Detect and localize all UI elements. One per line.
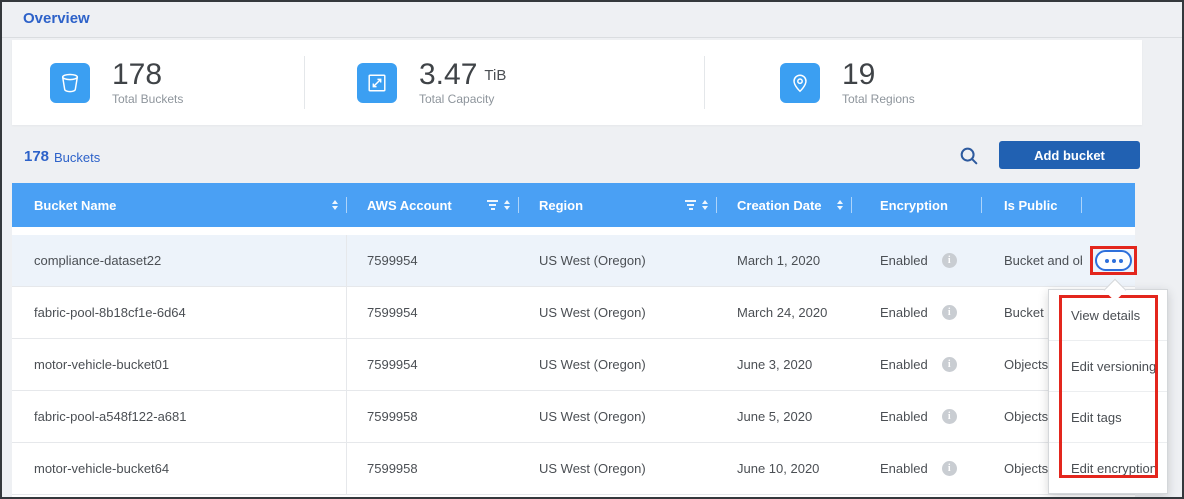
column-header-actions (1082, 183, 1135, 227)
total-capacity-card: 3.47 TiB Total Capacity (305, 40, 705, 125)
cell-aws-account: 7599958 (367, 409, 418, 424)
cell-bucket-name: motor-vehicle-bucket64 (12, 443, 347, 494)
cell-aws-account: 7599954 (367, 305, 418, 320)
search-icon[interactable] (956, 144, 982, 170)
table-header-row: Bucket Name AWS Account Region Creation … (12, 183, 1135, 227)
cell-encryption: Enabled (880, 305, 928, 320)
cell-creation-date: June 5, 2020 (737, 409, 813, 424)
bucket-icon (50, 62, 90, 103)
cell-is-public: Bucket and objects (1004, 253, 1082, 268)
top-strip: Overview (2, 2, 1182, 38)
table-row[interactable]: motor-vehicle-bucket64 7599958 US West (… (12, 443, 1135, 495)
total-capacity-value: 3.47 (419, 57, 478, 91)
sort-icon[interactable] (837, 200, 843, 210)
cell-is-public: Objects (1004, 357, 1049, 372)
table-row[interactable]: motor-vehicle-bucket01 7599954 US West (… (12, 339, 1135, 391)
cell-encryption: Enabled (880, 253, 928, 268)
cell-bucket-name: fabric-pool-a548f122-a681 (12, 391, 347, 442)
cell-is-public: Objects (1004, 461, 1049, 476)
cell-region: US West (Oregon) (539, 409, 646, 424)
cell-creation-date: June 3, 2020 (737, 357, 813, 372)
cell-creation-date: June 10, 2020 (737, 461, 820, 476)
cell-encryption: Enabled (880, 357, 928, 372)
cell-region: US West (Oregon) (539, 461, 646, 476)
cell-region: US West (Oregon) (539, 253, 646, 268)
column-header-is-public[interactable]: Is Public (982, 183, 1082, 227)
total-regions-value: 19 (842, 57, 876, 91)
cell-actions (1082, 235, 1137, 286)
info-icon[interactable]: i (941, 253, 957, 268)
sort-icon[interactable] (702, 200, 708, 210)
table-row[interactable]: fabric-pool-a548f122-a681 7599958 US Wes… (12, 391, 1135, 443)
filter-icon[interactable] (487, 200, 498, 210)
location-pin-icon (780, 62, 820, 103)
bucket-count: 178 (24, 148, 50, 165)
table-body: compliance-dataset22 7599954 US West (Or… (12, 235, 1137, 497)
total-regions-card: 19 Total Regions (705, 40, 1142, 125)
total-buckets-card: 178 Total Buckets (12, 40, 305, 125)
buckets-toolbar: 178 Buckets Add bucket (2, 140, 1182, 172)
cell-creation-date: March 24, 2020 (737, 305, 828, 320)
cell-bucket-name: compliance-dataset22 (12, 235, 347, 286)
cell-bucket-name: motor-vehicle-bucket01 (12, 339, 347, 390)
filter-icon[interactable] (685, 200, 696, 210)
column-header-region[interactable]: Region (519, 183, 717, 227)
cell-bucket-name: fabric-pool-8b18cf1e-6d64 (12, 287, 347, 338)
column-header-aws-account[interactable]: AWS Account (347, 183, 519, 227)
page-title: Overview (23, 10, 90, 27)
buckets-table: Bucket Name AWS Account Region Creation … (12, 183, 1137, 497)
table-row[interactable]: fabric-pool-8b18cf1e-6d64 7599954 US Wes… (12, 287, 1135, 339)
column-header-encryption[interactable]: Encryption (852, 183, 982, 227)
info-icon[interactable]: i (941, 305, 957, 320)
expand-icon (357, 62, 397, 103)
row-actions-menu-button[interactable] (1095, 250, 1132, 271)
column-header-creation-date[interactable]: Creation Date (717, 183, 852, 227)
cell-is-public: Objects (1004, 409, 1049, 424)
annotation-box-menu-button (1090, 246, 1137, 275)
cell-region: US West (Oregon) (539, 357, 646, 372)
partial-next-row (12, 495, 1135, 497)
cell-aws-account: 7599958 (367, 461, 418, 476)
total-buckets-label: Total Buckets (112, 92, 184, 107)
menu-item-view-details[interactable]: View details (1049, 290, 1167, 340)
info-icon[interactable]: i (941, 409, 957, 424)
row-actions-context-menu: View details Edit versioning Edit tags E… (1048, 289, 1168, 494)
column-header-bucket-name[interactable]: Bucket Name (12, 183, 347, 227)
cell-encryption: Enabled (880, 461, 928, 476)
total-buckets-value: 178 (112, 57, 163, 91)
cell-aws-account: 7599954 (367, 253, 418, 268)
total-capacity-label: Total Capacity (419, 92, 495, 107)
cell-creation-date: March 1, 2020 (737, 253, 821, 268)
sort-icon[interactable] (504, 200, 510, 210)
total-capacity-unit: TiB (484, 67, 507, 84)
menu-item-edit-versioning[interactable]: Edit versioning (1049, 340, 1167, 391)
sort-icon[interactable] (332, 200, 338, 210)
cell-aws-account: 7599954 (367, 357, 418, 372)
bucket-count-label: Buckets (54, 150, 101, 165)
menu-item-edit-tags[interactable]: Edit tags (1049, 391, 1167, 442)
summary-card: 178 Total Buckets 3.47 TiB (12, 40, 1142, 125)
cell-encryption: Enabled (880, 409, 928, 424)
info-icon[interactable]: i (941, 357, 957, 372)
total-regions-label: Total Regions (842, 92, 915, 107)
cell-region: US West (Oregon) (539, 305, 646, 320)
menu-item-edit-encryption[interactable]: Edit encryption (1049, 442, 1167, 493)
table-row[interactable]: compliance-dataset22 7599954 US West (Or… (12, 235, 1137, 287)
add-bucket-button[interactable]: Add bucket (999, 141, 1140, 169)
info-icon[interactable]: i (941, 461, 957, 476)
